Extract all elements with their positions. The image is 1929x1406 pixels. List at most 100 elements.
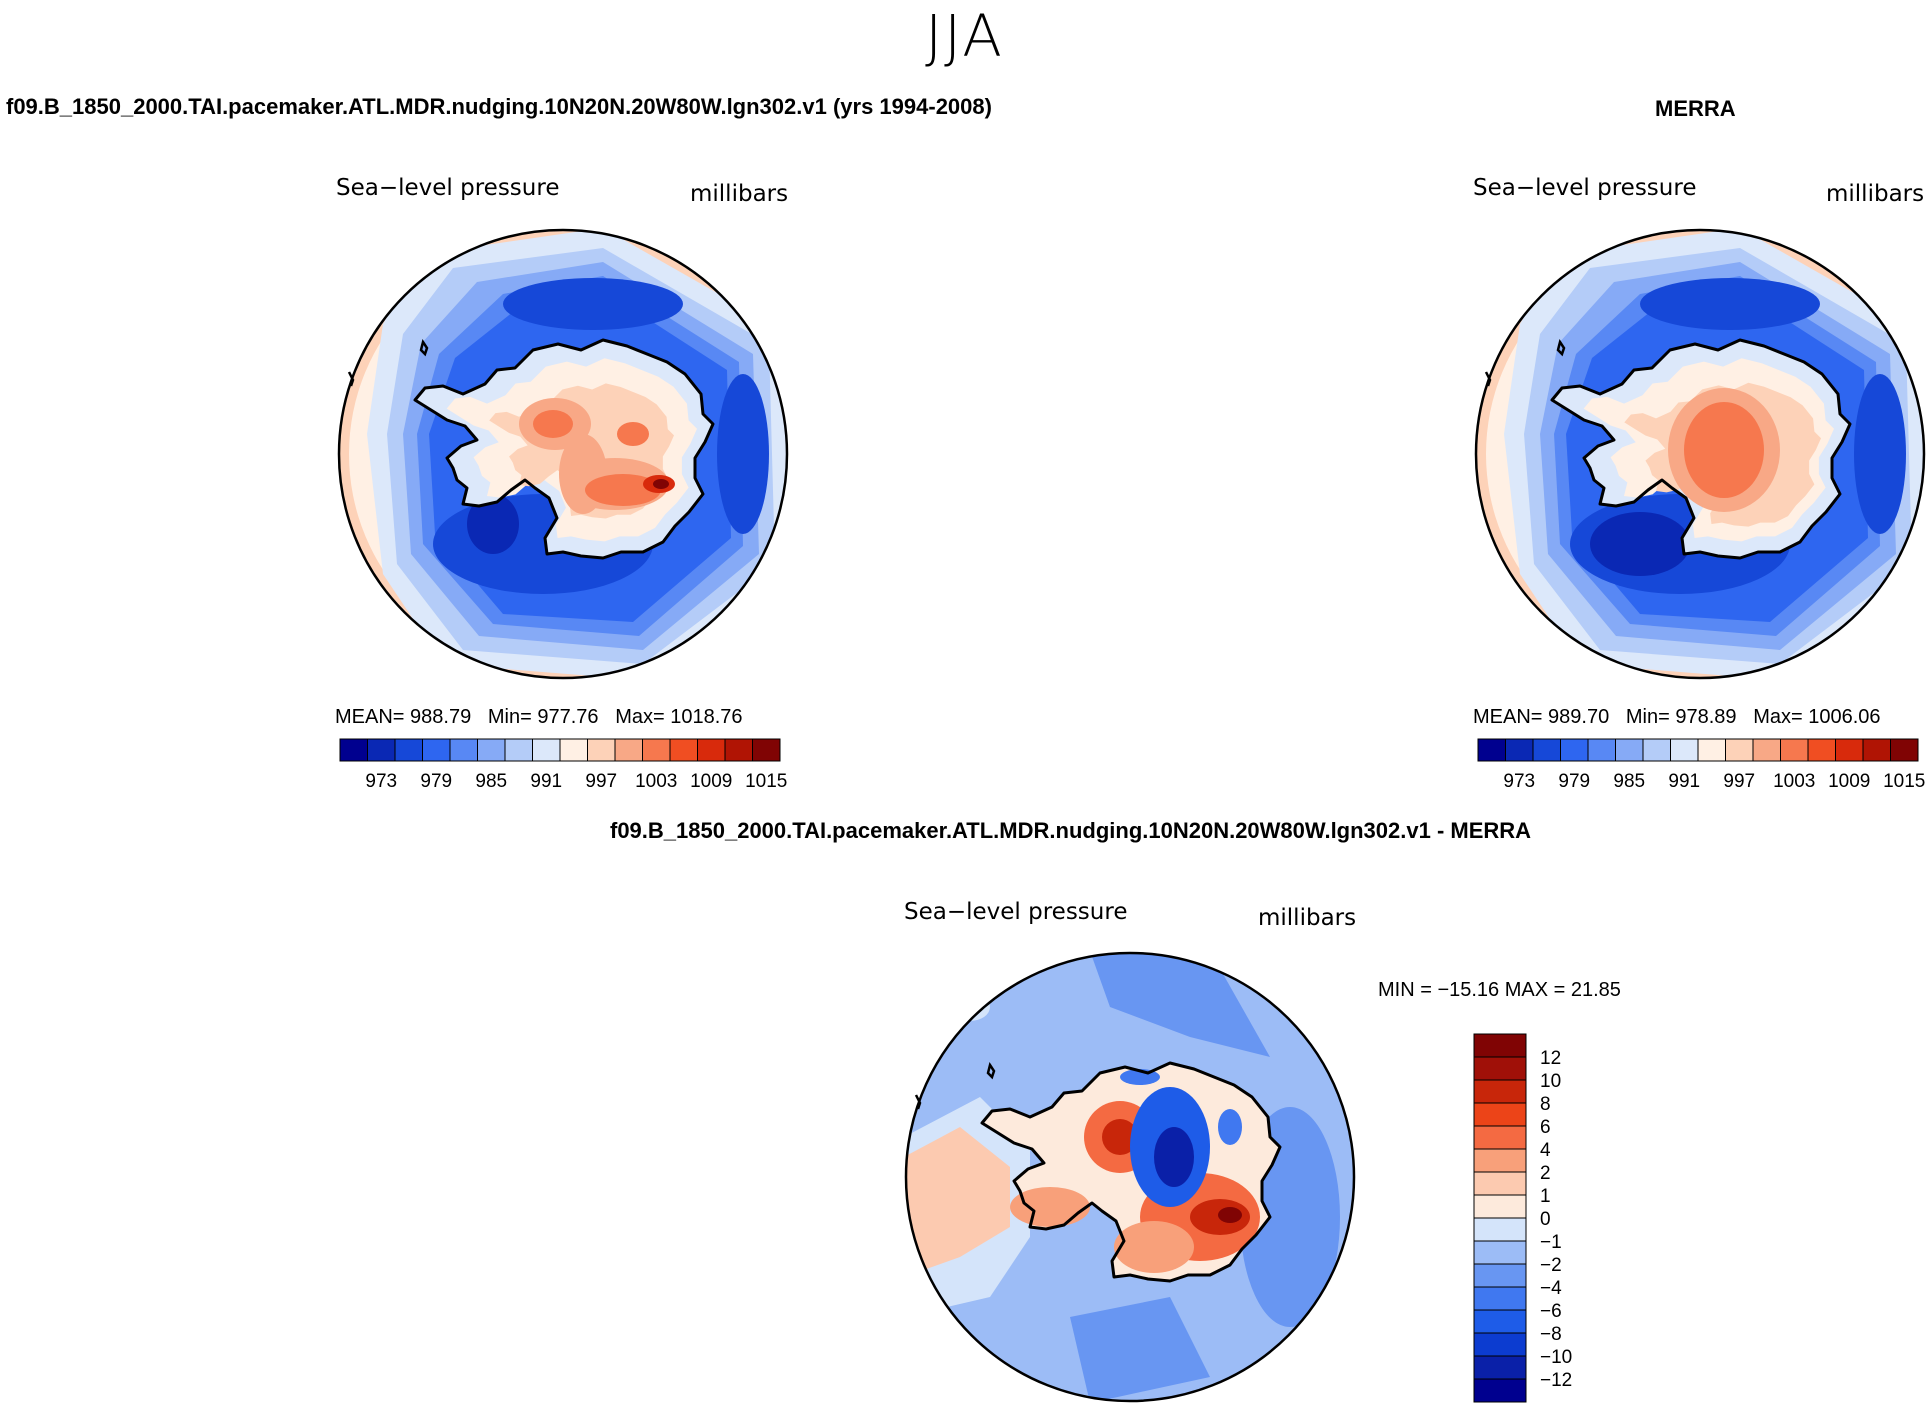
colorbar-tick-label: 991 bbox=[530, 771, 562, 792]
panel-1-units-label: millibars bbox=[690, 181, 789, 207]
antarctica-coastline bbox=[980, 1061, 1282, 1283]
colorbar-tick-label: 973 bbox=[365, 771, 397, 792]
colorbar-tick-label: 6 bbox=[1540, 1117, 1551, 1138]
colorbar-swatch bbox=[422, 738, 451, 762]
high-pressure-cell bbox=[533, 410, 573, 438]
colorbar-tick-label: 12 bbox=[1540, 1048, 1561, 1069]
colorbar-swatch bbox=[1473, 1263, 1527, 1288]
colorbar-tick-label: 991 bbox=[1668, 771, 1700, 792]
panel-1-mean: 988.79 bbox=[410, 706, 472, 728]
colorbar-swatch bbox=[587, 738, 616, 762]
colorbar-tick-label: −6 bbox=[1540, 1301, 1562, 1322]
panel-1-max: 1018.76 bbox=[670, 706, 743, 728]
colorbar-swatch bbox=[1697, 738, 1726, 762]
high-pressure-cell bbox=[653, 479, 669, 489]
antarctica-coastline bbox=[1550, 338, 1852, 560]
colorbar-tick-label: 973 bbox=[1503, 771, 1535, 792]
colorbar-swatch bbox=[642, 738, 671, 762]
panel-1-max-label: Max= bbox=[615, 706, 665, 728]
colorbar-swatch bbox=[532, 738, 561, 762]
colorbar-swatch bbox=[1725, 738, 1754, 762]
panel-2-heading: MERRA bbox=[1655, 96, 1736, 121]
island-outline bbox=[914, 1094, 922, 1110]
colorbar-swatch bbox=[1752, 738, 1781, 762]
map-field bbox=[1476, 230, 1924, 678]
colorbar-swatch bbox=[1473, 1033, 1527, 1058]
colorbar-swatch bbox=[1473, 1217, 1527, 1242]
panel-2-max-label: Max= bbox=[1753, 706, 1803, 728]
colorbar-tick-label: 985 bbox=[1613, 771, 1645, 792]
panel-2-colorbar: 973 979 985 991 997 1003 1009 1015 bbox=[1477, 738, 1925, 792]
contour-fill bbox=[906, 1127, 1010, 1277]
colorbar-tick-label: 10 bbox=[1540, 1071, 1561, 1092]
panel-1-colorbar: 973 979 985 991 997 1003 1009 1015 bbox=[339, 738, 787, 792]
colorbar-tick-label: 1009 bbox=[1828, 771, 1870, 792]
panel-2-variable-label: Sea−level pressure bbox=[1473, 175, 1697, 201]
panel-1-stats: MEAN= 988.79 Min= 977.76 Max= 1018.76 bbox=[335, 706, 743, 729]
colorbar-swatch bbox=[1473, 1056, 1527, 1081]
low-pressure-cell bbox=[1854, 374, 1906, 534]
panel-2-mean: 989.70 bbox=[1548, 706, 1610, 728]
panel-2-min-label: Min= bbox=[1625, 706, 1670, 728]
colorbar-tick-label: 1003 bbox=[635, 771, 677, 792]
colorbar-swatch bbox=[752, 738, 781, 762]
colorbar-swatch bbox=[367, 738, 396, 762]
colorbar-swatch bbox=[724, 738, 753, 762]
colorbar-swatch bbox=[1473, 1171, 1527, 1196]
low-pressure-cell bbox=[467, 494, 519, 554]
colorbar-tick-label: −12 bbox=[1540, 1370, 1572, 1391]
colorbar-swatch bbox=[1615, 738, 1644, 762]
colorbar-swatch bbox=[1560, 738, 1589, 762]
figure-title: JJA bbox=[925, 2, 1004, 70]
colorbar-swatch bbox=[1807, 738, 1836, 762]
panel-1-min: 977.76 bbox=[537, 706, 599, 728]
colorbar-swatch bbox=[1642, 738, 1671, 762]
map-border bbox=[337, 228, 789, 680]
colorbar-swatch bbox=[614, 738, 643, 762]
colorbar-swatch bbox=[449, 738, 478, 762]
panel-1-map bbox=[337, 228, 789, 680]
colorbar-swatch bbox=[477, 738, 506, 762]
island-outline bbox=[347, 371, 355, 387]
map-border bbox=[904, 951, 1356, 1403]
colorbar-swatch bbox=[1505, 738, 1534, 762]
colorbar-tick-label: −2 bbox=[1540, 1255, 1562, 1276]
colorbar-swatch bbox=[697, 738, 726, 762]
colorbar-swatch bbox=[1532, 738, 1561, 762]
colorbar-swatch bbox=[1890, 738, 1919, 762]
high-pressure-cell bbox=[585, 474, 661, 506]
low-pressure-cell bbox=[1590, 512, 1690, 576]
colorbar-tick-label: 997 bbox=[1723, 771, 1755, 792]
colorbar-tick-label: 979 bbox=[1558, 771, 1590, 792]
colorbar-swatch bbox=[1473, 1355, 1527, 1380]
colorbar-swatch bbox=[1473, 1125, 1527, 1150]
low-pressure-cell bbox=[717, 374, 769, 534]
map-border bbox=[1474, 228, 1926, 680]
colorbar-swatch bbox=[1835, 738, 1864, 762]
colorbar-tick-label: 985 bbox=[475, 771, 507, 792]
contour-fill bbox=[1070, 1297, 1210, 1401]
positive-anomaly bbox=[1114, 1221, 1194, 1273]
colorbar-tick-label: 979 bbox=[420, 771, 452, 792]
high-pressure-cell bbox=[1684, 402, 1764, 498]
panel-2-units-label: millibars bbox=[1826, 181, 1925, 207]
negative-anomaly bbox=[1154, 1127, 1194, 1187]
colorbar-swatch bbox=[1473, 1194, 1527, 1219]
map-field bbox=[339, 230, 787, 678]
colorbar-tick-label: −10 bbox=[1540, 1347, 1572, 1368]
panel-1-min-label: Min= bbox=[487, 706, 532, 728]
colorbar-tick-label: 1015 bbox=[1883, 771, 1925, 792]
colorbar-swatch bbox=[1473, 1240, 1527, 1265]
panel-2-max: 1006.06 bbox=[1808, 706, 1881, 728]
panel-3-variable-label: Sea−level pressure bbox=[904, 899, 1128, 925]
colorbar-swatch bbox=[1473, 1309, 1527, 1334]
colorbar-tick-label: 1009 bbox=[690, 771, 732, 792]
colorbar-swatch bbox=[394, 738, 423, 762]
colorbar-tick-label: 997 bbox=[585, 771, 617, 792]
island-outline bbox=[1556, 338, 1566, 357]
panel-2-min: 978.89 bbox=[1675, 706, 1737, 728]
colorbar-swatch bbox=[1780, 738, 1809, 762]
panel-1-variable-label: Sea−level pressure bbox=[336, 175, 560, 201]
panel-3-units-label: millibars bbox=[1258, 905, 1357, 931]
